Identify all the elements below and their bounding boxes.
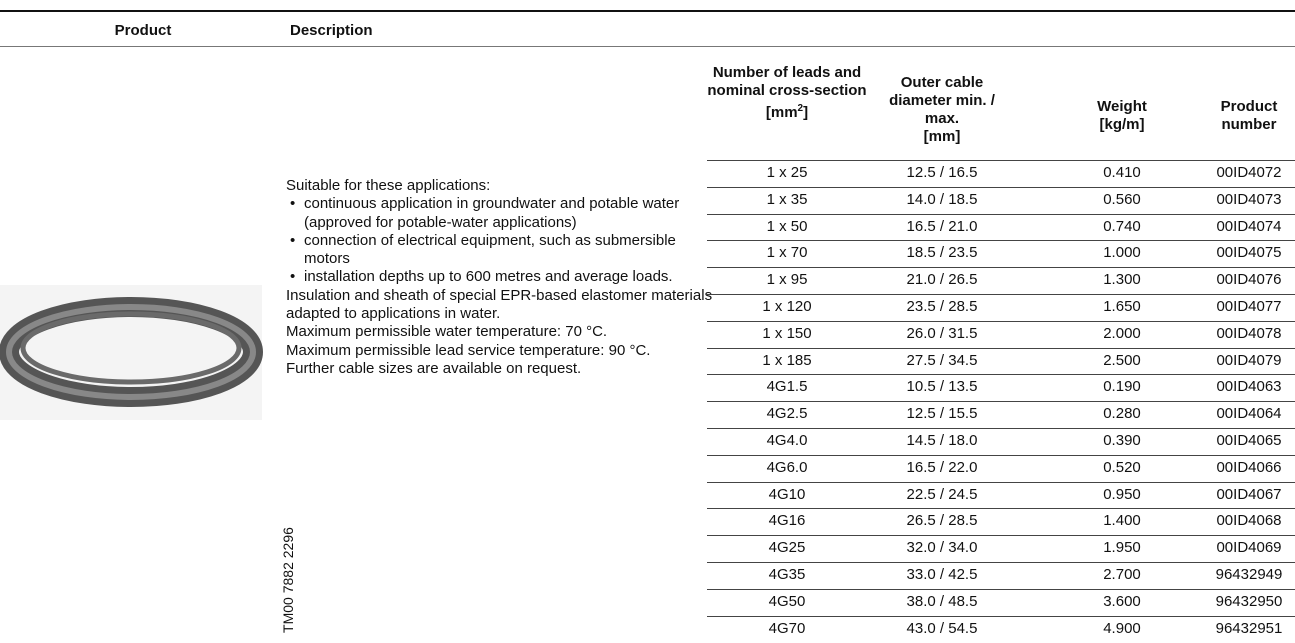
table-cell: 00ID4063 (1174, 374, 1295, 401)
column-header: Number of leads and nominal cross-sectio… (707, 64, 867, 122)
bullet: installation depths up to 600 metres and… (304, 268, 716, 286)
table-cell: 12.5 / 15.5 (867, 401, 1017, 428)
top-rule (0, 10, 1295, 12)
paragraphs: Insulation and sheath of special EPR-bas… (286, 287, 716, 378)
column-label: Product number (1204, 98, 1294, 134)
unit: [kg/m] (1100, 116, 1145, 133)
bullet: connection of electrical equipment, such… (304, 232, 716, 269)
unit-end: ] (803, 104, 808, 121)
table-cell: 26.5 / 28.5 (867, 508, 1017, 535)
table-cell: 00ID4079 (1174, 348, 1295, 375)
table-cell: 96432950 (1174, 589, 1295, 616)
product-header: Product (100, 22, 186, 39)
table-cell: 33.0 / 42.5 (867, 562, 1017, 589)
table-cell: 10.5 / 13.5 (867, 374, 1017, 401)
table-cell: 1 x 150 (712, 321, 862, 348)
column-label: Outer cable diameter min. / max. (877, 74, 1007, 128)
table-cell: 21.0 / 26.5 (867, 267, 1017, 294)
table-cell: 43.0 / 54.5 (867, 616, 1017, 643)
table-cell: 14.0 / 18.5 (867, 187, 1017, 214)
table-cell: 4G2.5 (712, 401, 862, 428)
table-cell: 00ID4078 (1174, 321, 1295, 348)
table-cell: 16.5 / 22.0 (867, 455, 1017, 482)
unit: [mm (766, 104, 798, 121)
table-cell: 00ID4064 (1174, 401, 1295, 428)
table-cell: 00ID4066 (1174, 455, 1295, 482)
table-cell: 4G35 (712, 562, 862, 589)
description-text: Suitable for these applications: continu… (286, 177, 716, 378)
table-cell: 96432951 (1174, 616, 1295, 643)
image-code: TM00 7882 2296 (280, 520, 296, 640)
table-cell: 4G16 (712, 508, 862, 535)
table-cell: 00ID4069 (1174, 535, 1295, 562)
table-cell: 38.0 / 48.5 (867, 589, 1017, 616)
header-rule (0, 46, 1295, 47)
paragraph: Maximum permissible water temperature: 7… (286, 323, 716, 341)
bullet: continuous application in groundwater an… (304, 195, 716, 232)
table-cell: 22.5 / 24.5 (867, 482, 1017, 509)
table-cell: 00ID4075 (1174, 240, 1295, 267)
column-label: Number of leads and nominal cross-sectio… (707, 64, 867, 100)
table-cell: 00ID4076 (1174, 267, 1295, 294)
table-cell: 1 x 95 (712, 267, 862, 294)
column-header: Weight[kg/m] (1067, 98, 1177, 134)
table-cell: 1 x 120 (712, 294, 862, 321)
table-cell: 1 x 25 (712, 160, 862, 187)
column-header: Product number (1204, 98, 1294, 134)
bullet-list: continuous application in groundwater an… (286, 195, 716, 286)
table-cell: 1 x 70 (712, 240, 862, 267)
table-cell: 23.5 / 28.5 (867, 294, 1017, 321)
column-unit: [kg/m] (1067, 116, 1177, 134)
column-header: Outer cable diameter min. / max.[mm] (877, 74, 1007, 146)
table-cell: 1 x 35 (712, 187, 862, 214)
table-cell: 4G4.0 (712, 428, 862, 455)
table-cell: 00ID4067 (1174, 482, 1295, 509)
table-cell: 1 x 185 (712, 348, 862, 375)
table-cell: 00ID4072 (1174, 160, 1295, 187)
table-cell: 4G1.5 (712, 374, 862, 401)
table-cell: 4G70 (712, 616, 862, 643)
table-cell: 27.5 / 34.5 (867, 348, 1017, 375)
table-cell: 00ID4073 (1174, 187, 1295, 214)
table-cell: 00ID4065 (1174, 428, 1295, 455)
table-cell: 16.5 / 21.0 (867, 214, 1017, 241)
intro: Suitable for these applications: (286, 177, 716, 195)
table-cell: 12.5 / 16.5 (867, 160, 1017, 187)
page: Product Description TM00 7882 2296 Suita… (0, 0, 1295, 643)
table-cell: 96432949 (1174, 562, 1295, 589)
table-cell: 14.5 / 18.0 (867, 428, 1017, 455)
unit: [mm] (924, 128, 961, 145)
paragraph: Further cable sizes are available on req… (286, 360, 716, 378)
cable-image (0, 280, 265, 425)
table-cell: 4G50 (712, 589, 862, 616)
table-cell: 00ID4077 (1174, 294, 1295, 321)
column-unit: [mm2] (707, 100, 867, 122)
description-header: Description (290, 22, 373, 39)
table-cell: 00ID4074 (1174, 214, 1295, 241)
table-cell: 1 x 50 (712, 214, 862, 241)
table-cell: 4G25 (712, 535, 862, 562)
paragraph: Insulation and sheath of special EPR-bas… (286, 287, 716, 324)
column-unit: [mm] (877, 128, 1007, 146)
table-cell: 26.0 / 31.5 (867, 321, 1017, 348)
table-cell: 32.0 / 34.0 (867, 535, 1017, 562)
table-cell: 00ID4068 (1174, 508, 1295, 535)
table-cell: 4G6.0 (712, 455, 862, 482)
column-label: Weight (1067, 98, 1177, 116)
paragraph: Maximum permissible lead service tempera… (286, 342, 716, 360)
table-cell: 4G10 (712, 482, 862, 509)
table-cell: 18.5 / 23.5 (867, 240, 1017, 267)
